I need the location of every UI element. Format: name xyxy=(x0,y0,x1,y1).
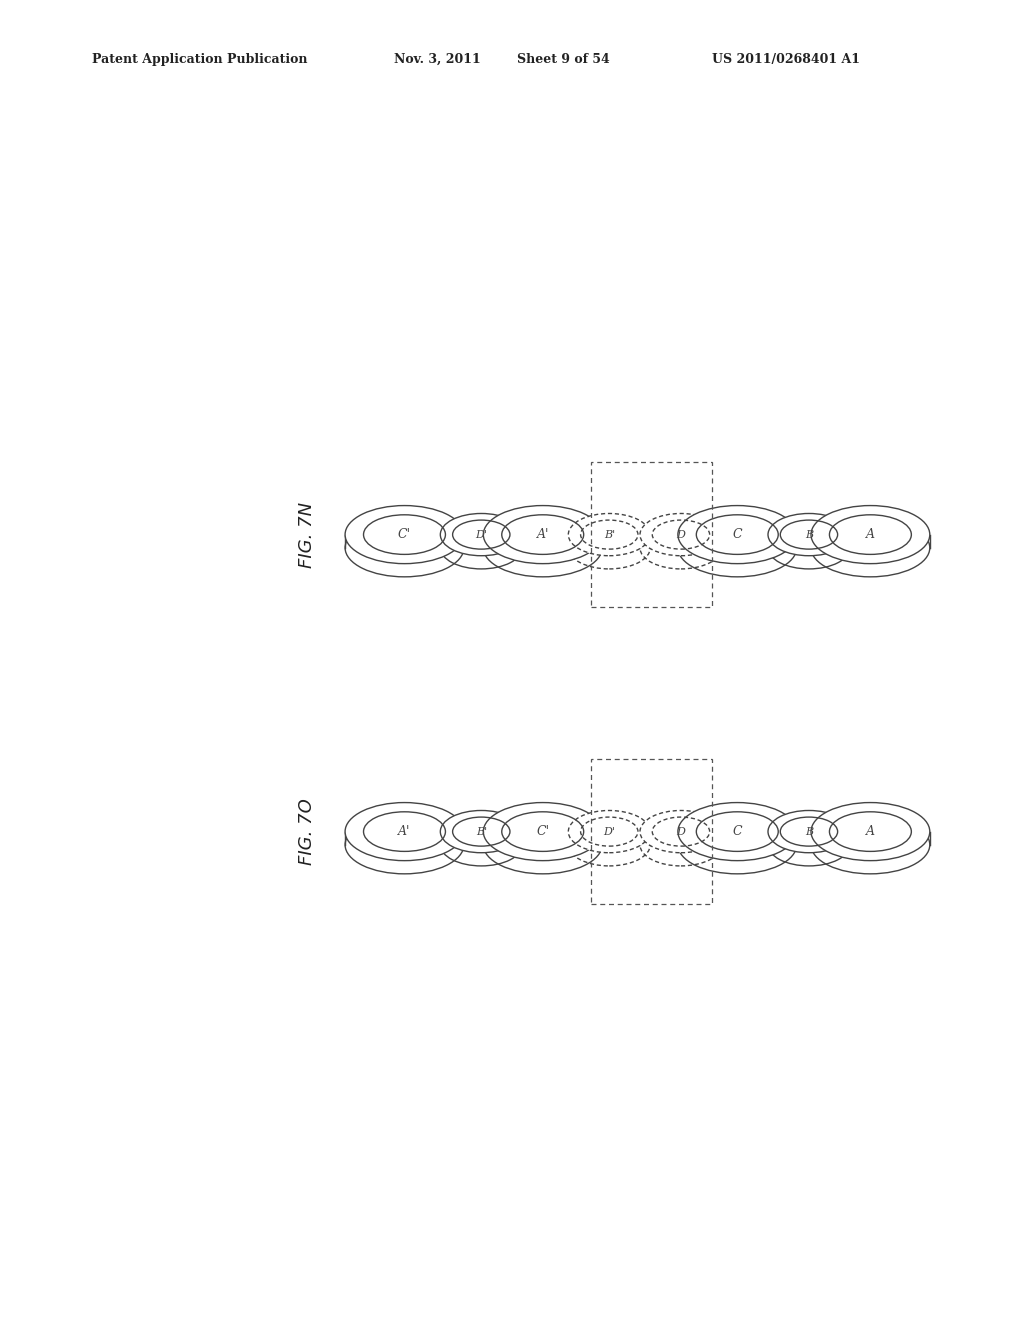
Bar xyxy=(591,462,712,607)
Text: A: A xyxy=(866,528,874,541)
Text: D': D' xyxy=(475,529,487,540)
Text: C': C' xyxy=(537,825,549,838)
Ellipse shape xyxy=(811,506,930,564)
Text: C: C xyxy=(732,825,742,838)
Ellipse shape xyxy=(568,810,650,853)
Ellipse shape xyxy=(640,513,722,556)
Text: B': B' xyxy=(604,529,614,540)
Text: C: C xyxy=(732,528,742,541)
Ellipse shape xyxy=(811,803,930,861)
Text: A': A' xyxy=(398,825,411,838)
Text: A: A xyxy=(866,825,874,838)
Text: FIG. 7N: FIG. 7N xyxy=(298,502,316,568)
Ellipse shape xyxy=(678,803,797,861)
Ellipse shape xyxy=(345,506,464,564)
Ellipse shape xyxy=(768,810,850,853)
Text: FIG. 7O: FIG. 7O xyxy=(298,799,316,865)
Ellipse shape xyxy=(568,513,650,556)
Ellipse shape xyxy=(640,810,722,853)
Ellipse shape xyxy=(768,513,850,556)
Ellipse shape xyxy=(483,506,602,564)
Ellipse shape xyxy=(440,810,522,853)
Text: D: D xyxy=(677,529,685,540)
Text: B': B' xyxy=(476,826,486,837)
Text: Nov. 3, 2011: Nov. 3, 2011 xyxy=(394,53,481,66)
Ellipse shape xyxy=(440,513,522,556)
Text: C': C' xyxy=(398,528,411,541)
Text: US 2011/0268401 A1: US 2011/0268401 A1 xyxy=(712,53,860,66)
Ellipse shape xyxy=(678,506,797,564)
Text: A': A' xyxy=(537,528,549,541)
Ellipse shape xyxy=(483,803,602,861)
Text: D': D' xyxy=(603,826,615,837)
Text: Patent Application Publication: Patent Application Publication xyxy=(92,53,307,66)
Text: B: B xyxy=(805,826,813,837)
Bar xyxy=(591,759,712,904)
Text: B: B xyxy=(805,529,813,540)
Ellipse shape xyxy=(345,803,464,861)
Text: D: D xyxy=(677,826,685,837)
Text: Sheet 9 of 54: Sheet 9 of 54 xyxy=(517,53,610,66)
